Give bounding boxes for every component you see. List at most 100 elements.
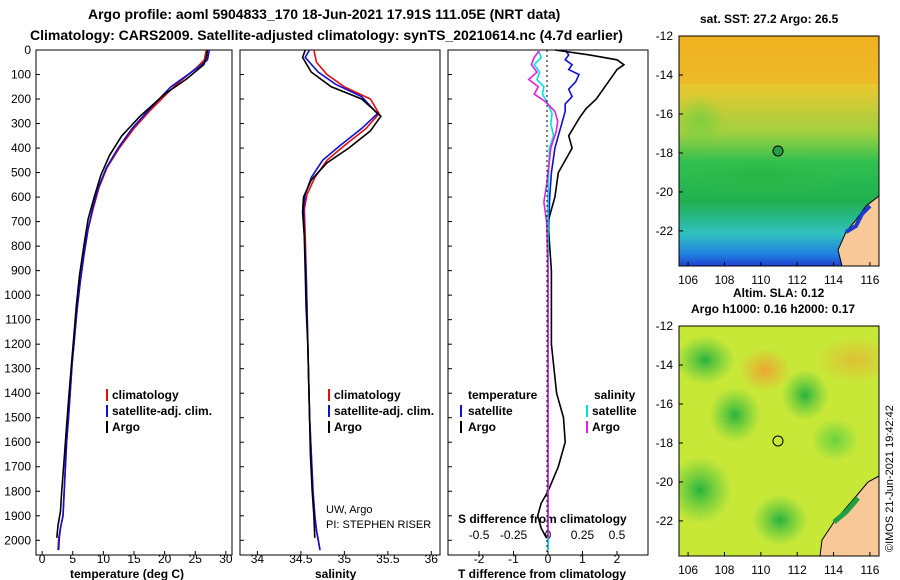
sla-map-image [679,326,879,556]
depth-tick-label: 1700 [4,460,31,474]
series-line-satellite-adj-clim- [57,49,211,551]
sst-map-title: sat. SST: 27.2 Argo: 26.5 [700,12,839,26]
lon-tick-label: 110 [751,563,770,577]
legend-label-argo: Argo [112,420,140,434]
series-line-argo [56,49,209,538]
legend-label-s-argo: Argo [592,420,620,434]
depth-tick-label: 1000 [4,288,31,302]
depth-tick-label: 300 [11,117,31,131]
sla-lat-axis: -12 -14 -16 -18 -20 -22 [656,319,683,528]
lon-tick-label: 112 [788,273,807,287]
top-tick-label: -0.5 [469,528,490,542]
lat-tick-label: -14 [656,68,674,82]
legend-label-climatology: climatology [112,388,179,402]
depth-tick-label: 200 [11,92,31,106]
x-tick-label: 30 [219,552,233,566]
x-tick-label: 15 [127,552,141,566]
depth-axis: 0 100 200 300 400 500 600 700 800 900 1000 1100 1200… [4,43,452,547]
lat-tick-label: -22 [656,224,674,238]
series-line-climatology [303,49,381,551]
coastal-low-sla [832,496,860,524]
series-line-s-argo [527,49,559,538]
salinity-panel-frame [239,49,441,556]
s-difference-axis-label: S difference from climatology [458,512,627,526]
depth-tick-label: 0 [24,43,31,57]
lat-tick-label: -14 [656,358,674,372]
x-tick-label: -1 [508,552,519,566]
top-tick-label: 0.5 [609,528,626,542]
title-line-2: Climatology: CARS2009. Satellite-adjuste… [30,27,623,43]
depth-tick-label: 1400 [4,386,31,400]
t-difference-axis-label: T difference from climatology [458,567,626,580]
x-tick-label: 36 [425,552,439,566]
legend-swatch-climatology [328,389,330,401]
depth-tick-label: 800 [11,239,31,253]
legend-swatch-satellite-adj [106,405,108,417]
title-line-1: Argo profile: aoml 5904833_170 18-Jun-20… [88,6,560,22]
temperature-series [56,49,211,551]
sst-patch [679,95,725,145]
lat-tick-label: -16 [656,397,674,411]
series-line-t-satellite [547,49,581,551]
lat-tick-label: -12 [656,29,674,43]
salinity-x-axis: 34 34.5 35 35.5 36 [251,551,439,566]
lon-tick-label: 108 [714,273,734,287]
x-tick-label: 35.5 [376,552,400,566]
salinity-difference-axis: -0.5 -0.25 0 0.25 0.5 [469,528,626,542]
lat-tick-label: -18 [656,436,674,450]
sla-map-subtitle: Argo h1000: 0.16 h2000: 0.17 [691,302,855,316]
lat-tick-label: -16 [656,107,674,121]
lon-tick-label: 112 [788,563,807,577]
x-tick-label: 35 [338,552,352,566]
x-tick-label: 20 [158,552,172,566]
x-tick-label: 25 [189,552,203,566]
coastal-cold-water [844,204,872,234]
legend-swatch-s-satellite [586,405,588,417]
depth-tick-label: 1900 [4,509,31,523]
sla-low [709,387,761,443]
temperature-legend: climatology satellite-adj. clim. Argo [106,388,212,434]
temperature-x-axis: 0 5 10 15 20 25 30 [39,551,233,566]
difference-series [527,49,626,551]
annotation-pi: PI: STEPHEN RISER [326,519,431,531]
legend-label-argo: Argo [334,420,362,434]
depth-tick-label: 100 [11,68,31,82]
depth-tick-label: 1300 [4,362,31,376]
depth-tick-label: 1500 [4,411,31,425]
australia-coast-sla [819,475,879,556]
depth-tick-label: 900 [11,264,31,278]
x-tick-label: 1 [579,552,586,566]
difference-x-axis: -2 -1 0 1 2 [474,551,621,566]
lat-tick-label: -18 [656,146,674,160]
salinity-legend: climatology satellite-adj. clim. Argo [328,388,434,434]
lon-tick-label: 114 [824,563,843,577]
sst-lat-axis: -12 -14 -16 -18 -20 -22 [656,29,683,238]
legend-swatch-satellite-adj [328,405,330,417]
legend-swatch-argo [106,421,108,433]
temperature-axis-label: temperature (deg C) [70,567,184,580]
difference-legend: temperature satellite Argo salinity sate… [460,388,637,434]
legend-label-satellite-adj: satellite-adj. clim. [112,404,212,418]
lon-tick-label: 110 [751,273,770,287]
depth-tick-label: 700 [11,215,31,229]
legend-label-s-satellite: satellite [592,404,637,418]
sla-high [739,348,791,392]
lat-tick-label: -12 [656,319,674,333]
x-tick-label: -2 [474,552,485,566]
sst-map-image [679,36,879,266]
legend-title-temperature: temperature [468,388,538,402]
salinity-series [301,49,382,551]
x-tick-label: 10 [97,552,111,566]
sla-low [679,335,735,385]
sla-low [811,418,859,462]
top-tick-label: -0.25 [500,528,528,542]
legend-title-salinity: salinity [594,388,636,402]
depth-tick-label: 1600 [4,435,31,449]
depth-tick-label: 1200 [4,337,31,351]
legend-swatch-argo [328,421,330,433]
legend-swatch-t-argo [460,421,462,433]
depth-tick-label: 500 [11,166,31,180]
series-line-argo [301,49,382,538]
x-tick-label: 34.5 [289,552,313,566]
lon-tick-label: 116 [860,273,879,287]
